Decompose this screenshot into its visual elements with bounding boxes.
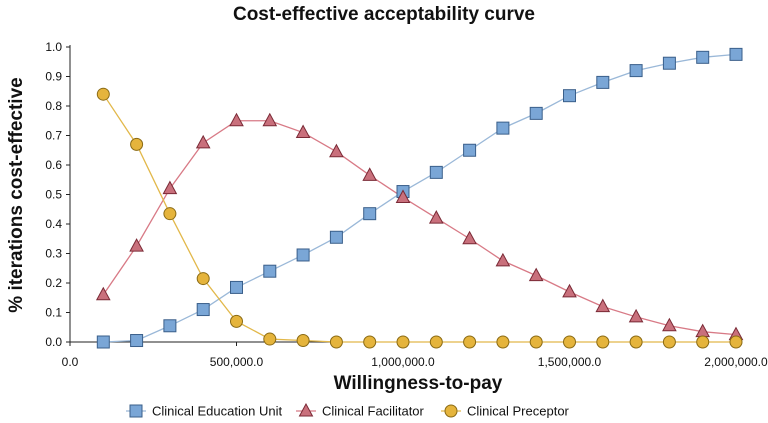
clinical-education-unit-point bbox=[662, 56, 676, 70]
y-tick-label: 0.0 bbox=[45, 335, 62, 349]
clinical-facilitator-point bbox=[495, 252, 511, 267]
clinical-preceptor-point bbox=[396, 335, 410, 349]
clinical-facilitator-point bbox=[295, 124, 311, 139]
y-tick-label: 0.6 bbox=[45, 158, 62, 172]
clinical-education-unit-point bbox=[729, 47, 743, 61]
clinical-preceptor-point bbox=[96, 87, 110, 101]
clinical-education-unit-point bbox=[363, 207, 377, 221]
clinical-preceptor-point bbox=[363, 335, 377, 349]
clinical-preceptor-point bbox=[729, 335, 743, 349]
y-tick-label: 0.5 bbox=[45, 188, 62, 202]
clinical-preceptor-point bbox=[563, 335, 576, 349]
clinical-preceptor-point bbox=[629, 335, 643, 349]
clinical-facilitator-point bbox=[428, 210, 444, 224]
clinical-education-unit-point bbox=[96, 335, 110, 349]
clinical-preceptor-point bbox=[296, 334, 310, 348]
y-tick-label: 0.9 bbox=[45, 70, 62, 84]
clinical-education-unit-point bbox=[429, 165, 443, 179]
clinical-facilitator-point bbox=[362, 167, 378, 181]
axes: 0.0 0.1 0.2 0.3 0.4 0.5 0.6 0.7 0.8 0.9 1.0 0.0 500,… bbox=[45, 40, 768, 369]
clinical-education-unit-point bbox=[130, 334, 144, 348]
y-tick-label: 0.3 bbox=[45, 247, 62, 261]
x-axis-title: Willingness-to-pay bbox=[334, 373, 503, 394]
clinical-education-unit-point bbox=[163, 319, 177, 333]
clinical-facilitator-point bbox=[229, 112, 244, 127]
clinical-facilitator-point bbox=[395, 189, 411, 203]
legend-marker-clinical-education-unit bbox=[129, 404, 143, 418]
clinical-facilitator-point bbox=[262, 112, 278, 127]
clinical-facilitator-point bbox=[195, 134, 211, 149]
clinical-education-unit-point bbox=[596, 75, 610, 89]
clinical-education-unit-point bbox=[529, 106, 543, 120]
clinical-preceptor-point bbox=[230, 314, 243, 328]
legend-marker-clinical-preceptor bbox=[444, 404, 458, 418]
y-tick-label: 0.8 bbox=[45, 99, 62, 113]
legend-marker-clinical-facilitator bbox=[298, 402, 314, 417]
legend: Clinical Education Unit Clinical Facilita… bbox=[126, 402, 570, 419]
clinical-preceptor-point bbox=[696, 335, 710, 349]
legend-label-clinical-education-unit: Clinical Education Unit bbox=[152, 404, 282, 419]
clinical-education-unit-point bbox=[563, 89, 576, 103]
y-tick-label: 0.7 bbox=[45, 129, 62, 143]
clinical-facilitator-point bbox=[562, 283, 577, 298]
legend-label-clinical-facilitator: Clinical Facilitator bbox=[322, 404, 425, 419]
clinical-education-unit-point bbox=[696, 50, 710, 64]
x-tick-label: 500,000.0 bbox=[210, 355, 264, 369]
clinical-preceptor-point bbox=[662, 335, 676, 349]
clinical-education-unit-point bbox=[230, 280, 243, 294]
clinical-preceptor-point bbox=[463, 335, 477, 349]
x-tick-label: 2,000,000.0 bbox=[704, 355, 768, 369]
clinical-education-unit-point bbox=[629, 64, 643, 78]
clinical-education-unit-point bbox=[296, 248, 310, 262]
y-axis-title: % iterations cost-effective bbox=[6, 77, 27, 312]
clinical-education-unit-point bbox=[329, 230, 343, 244]
clinical-facilitator-point bbox=[628, 308, 644, 323]
y-tick-label: 0.2 bbox=[45, 276, 62, 290]
clinical-preceptor-point bbox=[163, 207, 177, 221]
clinical-education-unit-point bbox=[196, 303, 210, 317]
clinical-education-unit-point bbox=[496, 121, 510, 135]
clinical-preceptor-point bbox=[263, 332, 277, 346]
clinical-preceptor-point bbox=[496, 335, 510, 349]
y-tick-label: 0.4 bbox=[45, 217, 62, 231]
clinical-preceptor-point bbox=[429, 335, 443, 349]
legend-label-clinical-preceptor: Clinical Preceptor bbox=[467, 404, 570, 419]
clinical-education-unit-point bbox=[263, 264, 277, 278]
y-tick-label: 0.1 bbox=[45, 306, 62, 320]
clinical-education-unit-line bbox=[103, 53, 737, 343]
clinical-facilitator-point bbox=[662, 317, 677, 332]
clinical-preceptor-point bbox=[329, 335, 343, 349]
clinical-facilitator-point bbox=[462, 230, 477, 245]
clinical-education-unit-point bbox=[463, 143, 477, 157]
clinical-facilitator-point bbox=[162, 180, 178, 195]
x-tick-label: 0.0 bbox=[62, 355, 79, 369]
clinical-facilitator-point bbox=[95, 286, 111, 301]
clinical-preceptor-point bbox=[130, 137, 144, 151]
series-lines bbox=[102, 53, 737, 343]
clinical-preceptor-point bbox=[196, 272, 210, 286]
series-markers bbox=[95, 47, 744, 349]
x-tick-label: 1,000,000.0 bbox=[371, 355, 435, 369]
clinical-facilitator-point bbox=[129, 238, 144, 252]
y-axis-title-group: % iterations cost-effective bbox=[6, 77, 27, 312]
clinical-facilitator-point bbox=[329, 143, 344, 158]
y-tick-label: 1.0 bbox=[45, 40, 62, 54]
clinical-preceptor-point bbox=[529, 335, 543, 349]
clinical-facilitator-line bbox=[102, 120, 737, 336]
clinical-preceptor-point bbox=[596, 335, 610, 349]
x-tick-label: 1,500,000.0 bbox=[538, 355, 602, 369]
clinical-facilitator-point bbox=[595, 298, 611, 313]
chart-title: Cost-effective acceptability curve bbox=[233, 4, 535, 25]
clinical-facilitator-point bbox=[528, 267, 544, 282]
